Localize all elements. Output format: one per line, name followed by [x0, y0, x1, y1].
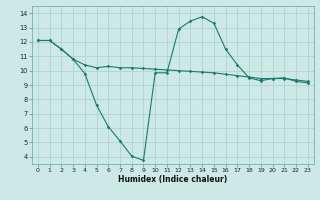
- X-axis label: Humidex (Indice chaleur): Humidex (Indice chaleur): [118, 175, 228, 184]
